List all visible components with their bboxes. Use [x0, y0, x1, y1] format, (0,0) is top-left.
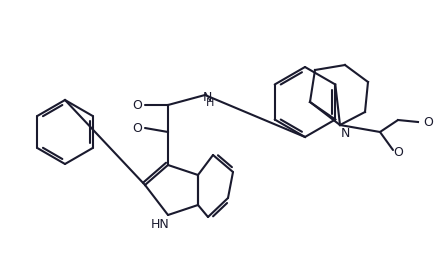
Text: O: O	[132, 99, 142, 111]
Text: N: N	[202, 90, 212, 104]
Text: O: O	[393, 146, 403, 158]
Text: O: O	[132, 122, 142, 134]
Text: HN: HN	[150, 218, 169, 232]
Text: H: H	[206, 98, 214, 108]
Text: N: N	[341, 127, 350, 139]
Text: O: O	[423, 116, 433, 129]
